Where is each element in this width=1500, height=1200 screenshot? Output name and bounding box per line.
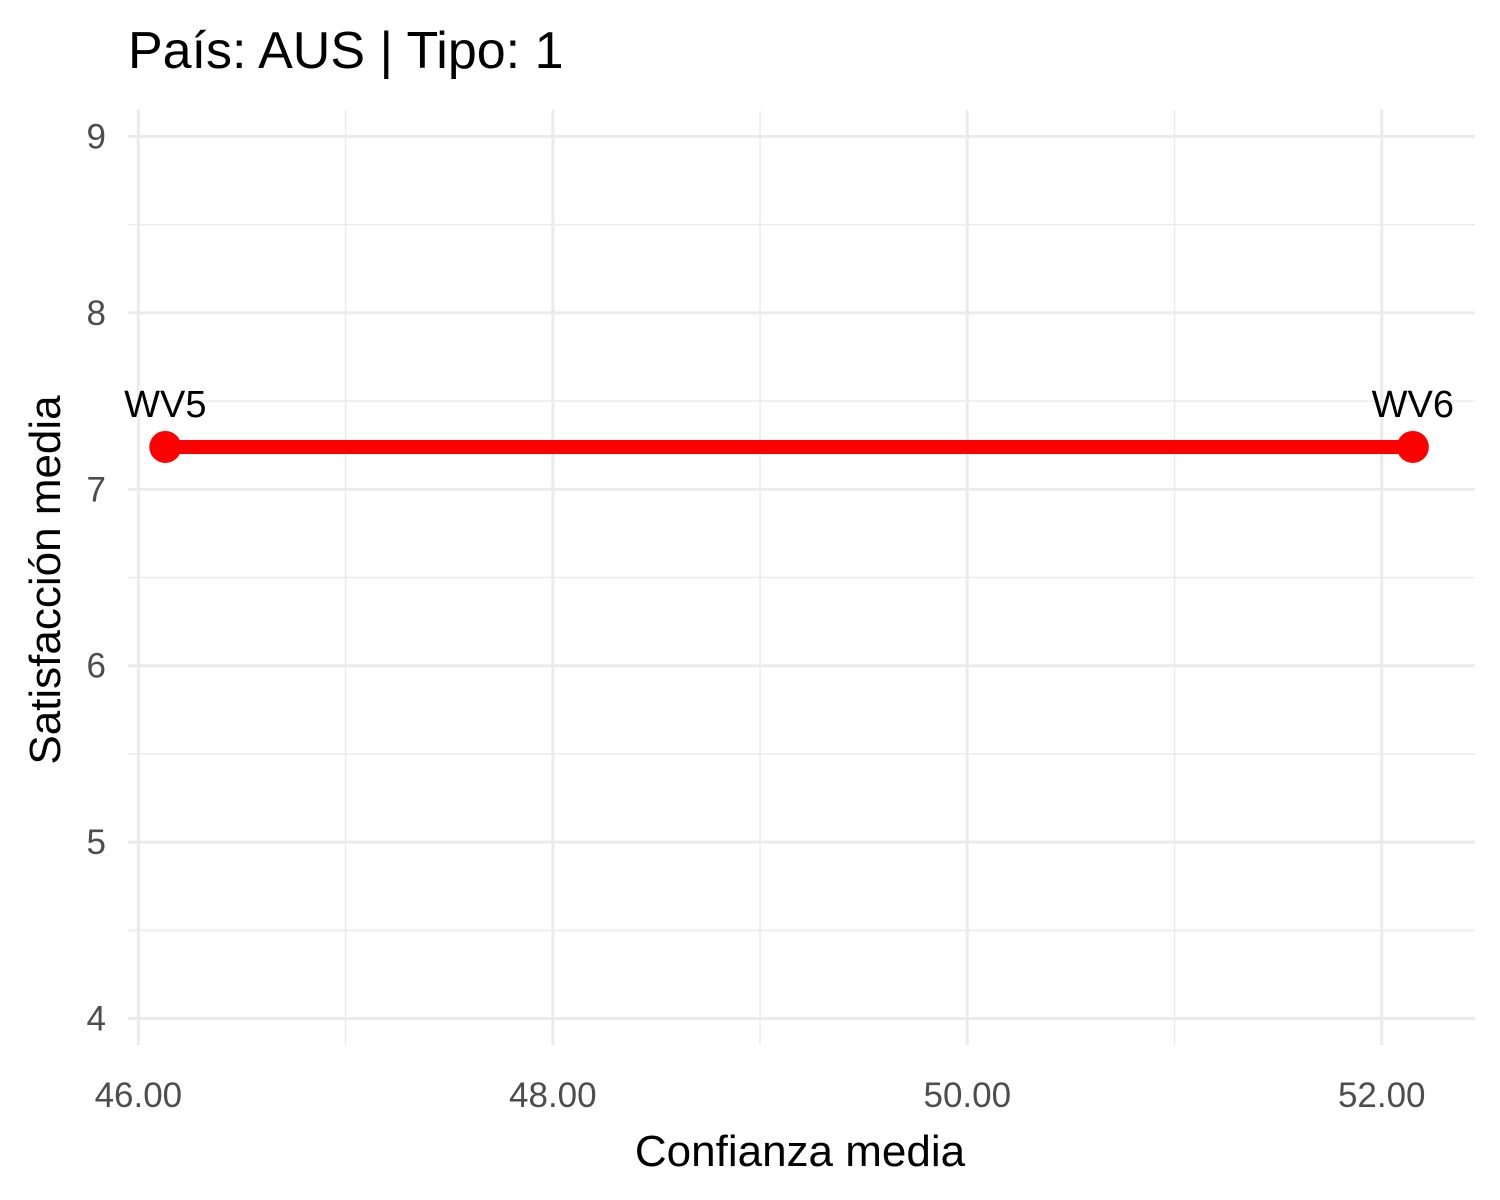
x-axis: 46.00 48.00 50.00 52.00 [95, 1076, 1426, 1115]
y-axis-title: Satisfacción media [21, 395, 70, 765]
series: WV5 WV6 [124, 384, 1454, 463]
data-point [1396, 430, 1429, 463]
point-label: WV5 [124, 384, 206, 426]
y-axis: 4 5 6 7 8 9 [87, 117, 106, 1038]
data-point [149, 430, 182, 463]
x-tick-label: 52.00 [1338, 1076, 1426, 1115]
chart-title: País: AUS | Tipo: 1 [128, 22, 564, 80]
y-tick-label: 8 [87, 294, 106, 333]
y-tick-label: 7 [87, 470, 106, 509]
x-tick-label: 50.00 [923, 1076, 1011, 1115]
y-tick-label: 4 [87, 1000, 106, 1039]
y-tick-label: 9 [87, 117, 106, 156]
grid [128, 110, 1475, 1045]
y-tick-label: 5 [87, 823, 106, 862]
y-tick-label: 6 [87, 647, 106, 686]
x-tick-label: 48.00 [509, 1076, 597, 1115]
x-tick-label: 46.00 [95, 1076, 183, 1115]
x-axis-title: Confianza media [635, 1127, 966, 1176]
point-label: WV6 [1372, 384, 1454, 426]
